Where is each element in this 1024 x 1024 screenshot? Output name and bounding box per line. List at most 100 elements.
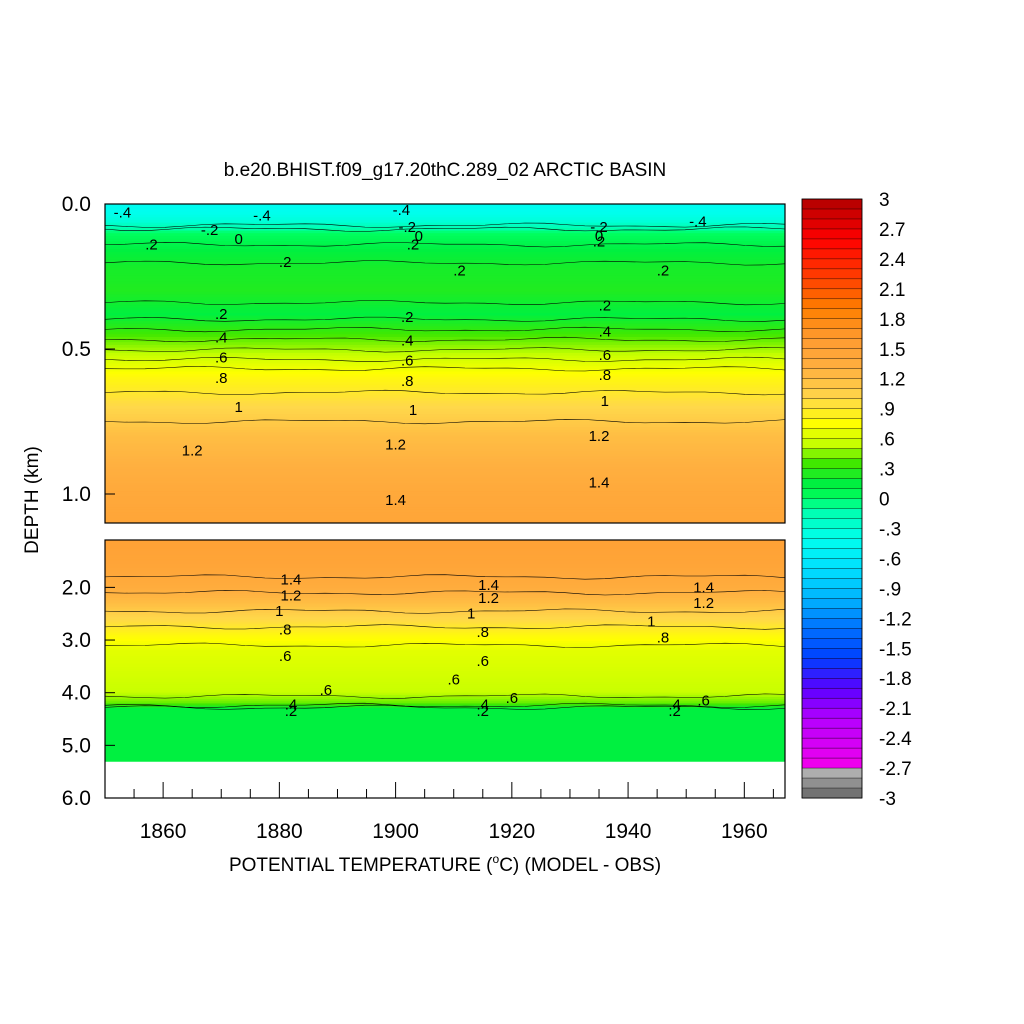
fill-band xyxy=(105,520,785,523)
contour-label: .2 xyxy=(285,703,298,720)
fill-band xyxy=(105,294,785,298)
colorbar-swatch xyxy=(801,707,863,719)
fill-band xyxy=(105,587,785,591)
fill-band xyxy=(105,312,785,317)
fill-band xyxy=(105,641,785,644)
colorbar-label: -1.2 xyxy=(879,609,912,630)
colorbar-label: -3 xyxy=(879,789,896,810)
colorbar-swatch xyxy=(801,668,863,679)
contour-label: 1.2 xyxy=(182,443,203,460)
colorbar-swatch xyxy=(801,448,863,460)
colorbar-swatch xyxy=(801,518,863,529)
y-tick-label: 3.0 xyxy=(62,629,91,652)
fill-band xyxy=(105,632,785,636)
fill-band xyxy=(105,595,785,599)
fill-band xyxy=(105,310,785,314)
fill-band xyxy=(105,323,785,327)
contour-label: .8 xyxy=(215,370,228,387)
x-axis-label-degree: o xyxy=(493,852,500,866)
fill-band xyxy=(105,305,785,309)
colorbar-swatch xyxy=(801,717,863,729)
fill-band xyxy=(105,714,785,717)
contour-label: 0 xyxy=(235,231,243,248)
fill-band xyxy=(105,448,785,452)
contour-label: .6 xyxy=(477,653,490,670)
colorbar-swatch xyxy=(801,498,863,509)
lower-fill xyxy=(105,540,785,762)
contour-label: 1.2 xyxy=(589,428,610,445)
contour-label: 1.4 xyxy=(589,474,610,491)
fill-band xyxy=(105,613,785,616)
colorbar-swatch xyxy=(801,658,863,669)
colorbar-frame xyxy=(801,198,863,799)
fill-band xyxy=(105,656,785,659)
fill-band xyxy=(105,615,785,618)
fill-band xyxy=(105,251,785,256)
colorbar-swatch xyxy=(801,508,863,519)
fill-band xyxy=(105,602,785,606)
fill-band xyxy=(105,712,785,715)
fill-band xyxy=(105,371,785,375)
fill-band xyxy=(105,403,785,407)
fill-band xyxy=(105,630,785,634)
fill-band xyxy=(105,366,785,370)
fill-band xyxy=(105,315,785,319)
fill-band xyxy=(105,701,785,704)
fill-band xyxy=(105,727,785,730)
colorbar-swatch xyxy=(801,687,863,699)
fill-band xyxy=(105,692,785,696)
fill-band xyxy=(105,578,785,582)
upper-frame xyxy=(104,203,786,524)
x-tick-label: 1900 xyxy=(372,820,419,843)
fill-band xyxy=(105,647,785,651)
y-axis-label: DEPTH (km) xyxy=(22,446,43,554)
fill-band xyxy=(105,259,785,264)
fill-band xyxy=(105,606,785,610)
lower-y-axis: 2.0 3.0 4.0 5.0 6.0 xyxy=(62,576,115,810)
colorbar-swatch xyxy=(801,418,863,430)
contour-label: .6 xyxy=(599,347,612,364)
fill-band xyxy=(105,540,785,543)
fill-band xyxy=(105,598,785,601)
fill-band xyxy=(105,737,785,741)
contour-label: 1 xyxy=(235,399,243,416)
colorbar-label: .9 xyxy=(879,400,895,421)
fill-band xyxy=(105,557,785,560)
colorbar-swatch xyxy=(801,288,863,300)
fill-band xyxy=(105,480,785,484)
colorbar-label: -2.1 xyxy=(879,699,912,720)
colorbar-swatch xyxy=(801,338,863,350)
colorbar-swatch xyxy=(801,747,863,759)
fill-band xyxy=(105,408,785,412)
contour-label: 0 xyxy=(415,228,423,245)
contour-line xyxy=(105,693,785,699)
contour-line xyxy=(105,226,785,232)
colorbar-swatch xyxy=(801,548,863,559)
contour-label: .4 xyxy=(215,329,228,346)
upper-panel: -.4 -.4 -.4-.4.2-.20-.20.2-.20.2.2.2.2.2.4… xyxy=(62,193,786,524)
colorbar-swatch xyxy=(801,218,863,230)
fill-band xyxy=(105,395,785,399)
fill-band xyxy=(105,392,785,396)
contour-line xyxy=(105,702,785,708)
fill-band xyxy=(105,230,785,234)
colorbar-label: -.3 xyxy=(879,519,901,540)
contour-line xyxy=(105,389,785,396)
fill-band xyxy=(105,451,785,455)
colorbar-label: .3 xyxy=(879,460,895,481)
fill-band xyxy=(105,347,785,351)
fill-band xyxy=(105,443,785,447)
fill-band xyxy=(105,686,785,689)
colorbar-swatch xyxy=(801,628,863,639)
lower-frame xyxy=(104,539,786,799)
x-tick-label: 1880 xyxy=(256,820,303,843)
fill-band xyxy=(105,270,785,274)
fill-band xyxy=(105,507,785,511)
fill-band xyxy=(105,475,785,479)
fill-band xyxy=(105,548,785,552)
fill-band xyxy=(105,750,785,754)
fill-band xyxy=(105,585,785,588)
fill-band xyxy=(105,398,785,402)
colorbar-swatch xyxy=(801,398,863,410)
fill-band xyxy=(105,724,785,728)
